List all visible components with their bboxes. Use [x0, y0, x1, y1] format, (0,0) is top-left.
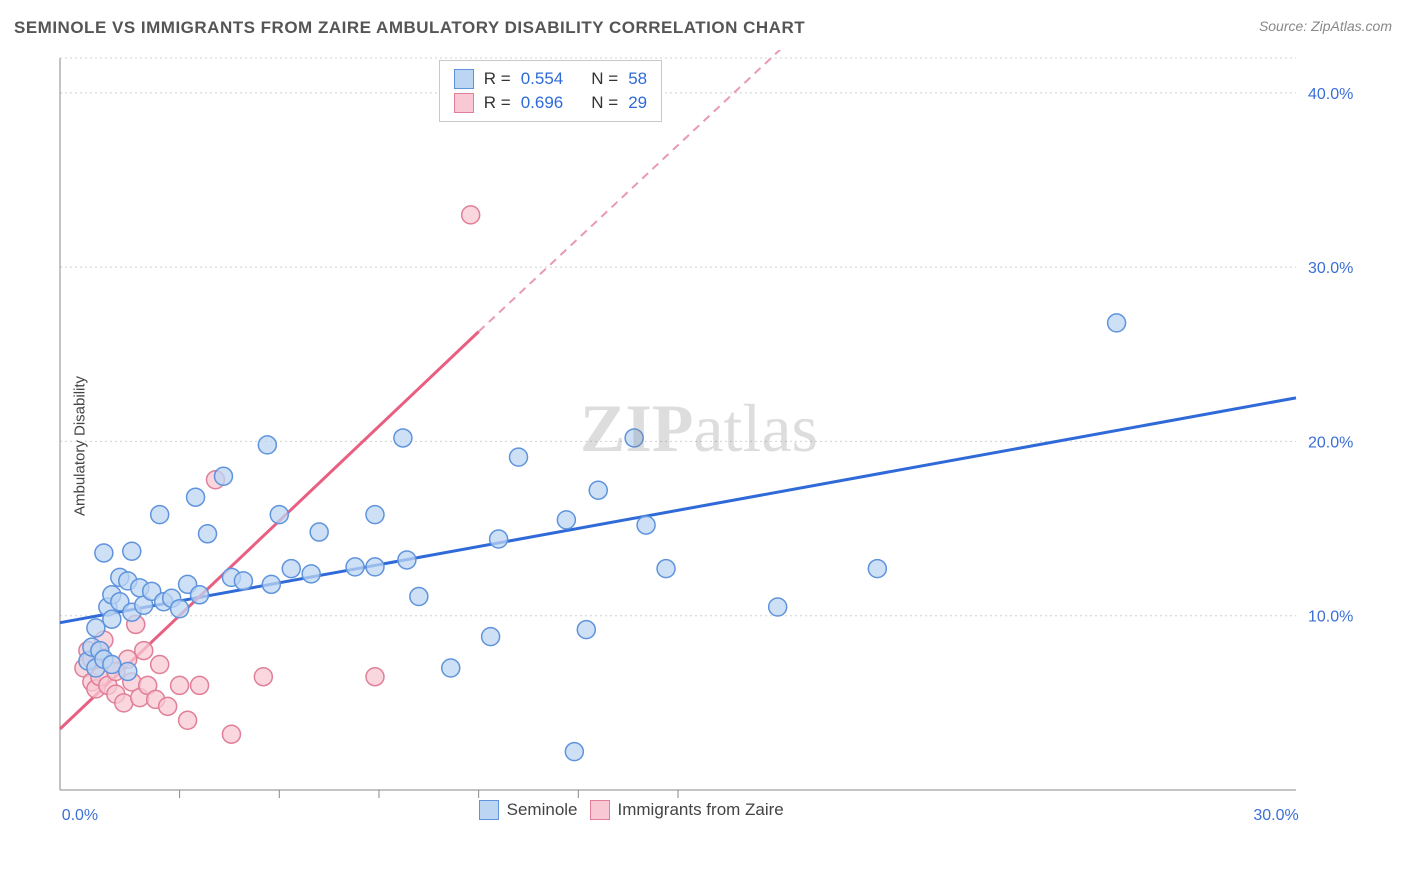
legend-item-blue: Seminole [479, 800, 578, 820]
swatch-pink-icon [454, 93, 474, 113]
svg-text:0.0%: 0.0% [62, 807, 98, 824]
plot-area: 10.0%20.0%30.0%40.0%0.0%30.0% ZIPatlas R… [50, 50, 1386, 840]
legend-label-pink: Immigrants from Zaire [618, 800, 784, 820]
r-val-blue: 0.554 [521, 69, 564, 89]
chart-header: SEMINOLE VS IMMIGRANTS FROM ZAIRE AMBULA… [14, 18, 1392, 38]
legend-stats-row-pink: R = 0.696 N = 29 [454, 91, 647, 115]
legend-series: Seminole Immigrants from Zaire [479, 800, 784, 820]
legend-stats-row-blue: R = 0.554 N = 58 [454, 67, 647, 91]
svg-text:40.0%: 40.0% [1308, 86, 1353, 103]
svg-text:10.0%: 10.0% [1308, 609, 1353, 626]
swatch-blue-icon [479, 800, 499, 820]
source-label: Source: [1259, 18, 1307, 34]
r-label: R = [484, 93, 511, 113]
chart-svg: 10.0% 20.0% 30.0% 40.0% 0.0% 30.0% [50, 50, 1386, 840]
legend-item-pink: Immigrants from Zaire [590, 800, 784, 820]
legend-label-blue: Seminole [507, 800, 578, 820]
r-label: R = [484, 69, 511, 89]
r-val-pink: 0.696 [521, 93, 564, 113]
n-label: N = [591, 93, 618, 113]
source-value: ZipAtlas.com [1311, 18, 1392, 34]
n-val-pink: 29 [628, 93, 647, 113]
swatch-blue-icon [454, 69, 474, 89]
chart-source: Source: ZipAtlas.com [1259, 18, 1392, 34]
n-label: N = [591, 69, 618, 89]
svg-text:20.0%: 20.0% [1308, 434, 1353, 451]
n-val-blue: 58 [628, 69, 647, 89]
svg-text:30.0%: 30.0% [1253, 807, 1298, 824]
swatch-pink-icon [590, 800, 610, 820]
svg-text:30.0%: 30.0% [1308, 260, 1353, 277]
legend-stats-box: R = 0.554 N = 58 R = 0.696 N = 29 [439, 60, 662, 122]
chart-title: SEMINOLE VS IMMIGRANTS FROM ZAIRE AMBULA… [14, 18, 805, 38]
